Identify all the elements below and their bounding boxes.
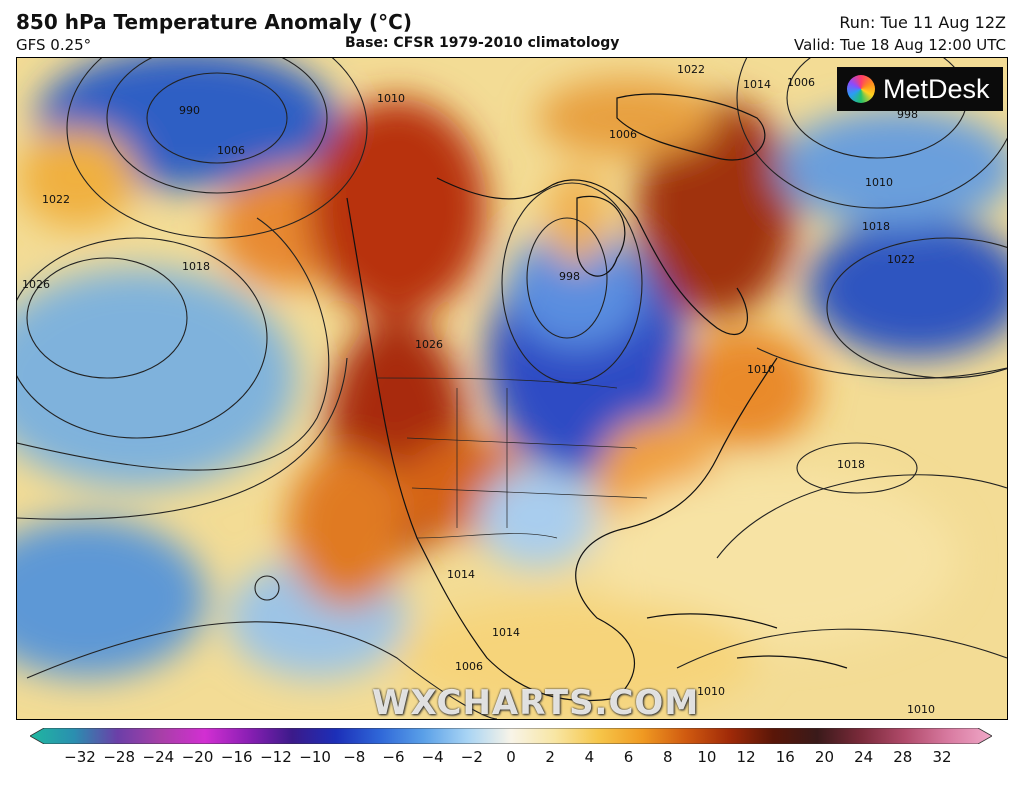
isobar-label: 998	[897, 108, 918, 121]
isobar-label: 1022	[42, 193, 70, 206]
color-scale-tick-label: −28	[103, 748, 135, 766]
color-scale-tick-label: −2	[460, 748, 483, 766]
color-scale-tick-label: −4	[421, 748, 444, 766]
color-scale-bar	[30, 728, 992, 744]
color-scale-gradient	[30, 728, 992, 744]
run-time-label: Run: Tue 11 Aug 12Z	[839, 13, 1006, 32]
color-scale-svg	[30, 728, 992, 744]
color-scale-tick-label: −16	[220, 748, 253, 766]
color-scale-tick-label: 8	[662, 748, 673, 766]
color-scale-tick-label: −8	[343, 748, 366, 766]
isobar-label: 1010	[377, 92, 405, 105]
color-scale-tick-label: 6	[623, 748, 634, 766]
anomaly-map: 990 998 1006 1010 1014 1018 1022 1026 10…	[16, 57, 1008, 720]
metdesk-logo-icon	[847, 75, 875, 103]
isobar-label: 1026	[22, 278, 50, 291]
isobar-label: 1010	[697, 685, 725, 698]
isobar-label: 990	[179, 104, 200, 117]
isobar-label: 1018	[837, 458, 865, 471]
color-scale-tick-label: −20	[181, 748, 214, 766]
color-scale-tick-label: 20	[814, 748, 834, 766]
metdesk-logo-text: MetDesk	[883, 73, 990, 104]
color-scale-tick-label: 16	[775, 748, 795, 766]
isobar-label: 1014	[447, 568, 475, 581]
isobar-label: 1014	[743, 78, 771, 91]
political-borders	[376, 377, 648, 539]
model-label: GFS 0.25°	[16, 36, 92, 54]
color-scale-tick-label: −24	[142, 748, 175, 766]
color-scale-tick-label: 28	[893, 748, 913, 766]
isobar-label: 1010	[865, 176, 893, 189]
anomaly-map-canvas: 990 998 1006 1010 1014 1018 1022 1026 10…	[17, 58, 1007, 719]
climatology-base-label: Base: CFSR 1979-2010 climatology	[345, 35, 620, 51]
metdesk-logo: MetDesk	[837, 67, 1003, 111]
isobar-lines	[17, 58, 1007, 719]
color-scale-tick-label: 0	[506, 748, 516, 766]
color-scale-tick-label: 12	[736, 748, 756, 766]
color-scale-tick-label: 4	[584, 748, 595, 766]
valid-time-label: Valid: Tue 18 Aug 12:00 UTC	[794, 36, 1006, 54]
isobar-label: 1006	[787, 76, 815, 89]
map-title: 850 hPa Temperature Anomaly (°C)	[16, 10, 412, 34]
isobar-label: 1014	[492, 626, 520, 639]
isobar-label: 1006	[455, 660, 483, 673]
isobar-label: 1022	[887, 253, 915, 266]
color-scale-tick-label: −12	[260, 748, 292, 766]
coastlines	[346, 93, 848, 702]
isobar-label: 1022	[677, 63, 705, 76]
color-scale-tick-label: 10	[697, 748, 717, 766]
chart-header: 850 hPa Temperature Anomaly (°C) GFS 0.2…	[0, 0, 1024, 56]
isobar-label: 998	[559, 270, 580, 283]
color-scale-tick-label: 2	[545, 748, 555, 766]
color-scale-tick-label: −10	[299, 748, 331, 766]
isobar-label: 1010	[747, 363, 775, 376]
isobar-label: 1006	[217, 144, 245, 157]
color-scale-tick-label: 24	[854, 748, 874, 766]
color-scale-tick-label: −6	[382, 748, 405, 766]
color-scale-ticks: −32 −28 −24 −20 −16 −12 −10 −8 −6 −4 −2 0 2 4 6 8 10 12 16…	[30, 748, 992, 770]
isobar-labels: 990 998 1006 1010 1014 1018 1022 1026 10…	[22, 63, 935, 716]
isobar-label: 1010	[907, 703, 935, 716]
isobar-label: 1018	[862, 220, 890, 233]
color-scale-tick-label: −32	[64, 748, 96, 766]
wxcharts-watermark: WXCHARTS.COM	[372, 683, 700, 720]
isobar-label: 1006	[609, 128, 637, 141]
color-scale-tick-label: 32	[932, 748, 952, 766]
isobar-label: 1018	[182, 260, 210, 273]
isobar-label: 1026	[415, 338, 443, 351]
